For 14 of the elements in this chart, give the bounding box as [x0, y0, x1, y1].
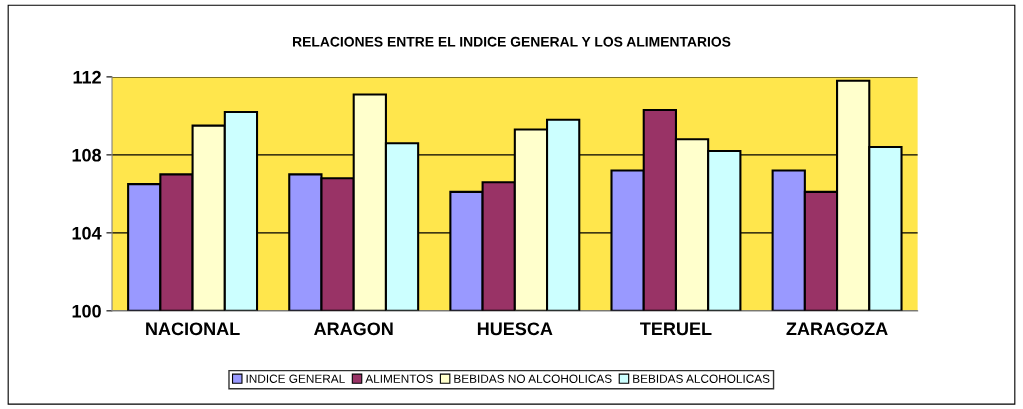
- legend-label: BEBIDAS NO ALCOHOLICAS: [454, 374, 612, 383]
- y-tick-label: 100: [72, 304, 101, 318]
- chart-title: RELACIONES ENTRE EL INDICE GENERAL Y LOS ALIMENTARIOS: [292, 36, 731, 47]
- y-tick-label: 112: [73, 70, 101, 84]
- legend-label: INDICE GENERAL: [246, 374, 345, 383]
- x-tick-label: ZARAGOZA: [786, 322, 888, 336]
- legend-label: ALIMENTOS: [365, 374, 433, 383]
- y-tick-label: 108: [72, 148, 102, 162]
- x-tick-label: TERUEL: [640, 322, 712, 336]
- y-tick-label: 104: [72, 226, 102, 240]
- x-tick-label: ARAGON: [314, 322, 393, 336]
- legend-label: BEBIDAS ALCOHOLICAS: [633, 374, 770, 383]
- x-tick-label: NACIONAL: [146, 322, 240, 336]
- x-tick-label: HUESCA: [477, 322, 553, 336]
